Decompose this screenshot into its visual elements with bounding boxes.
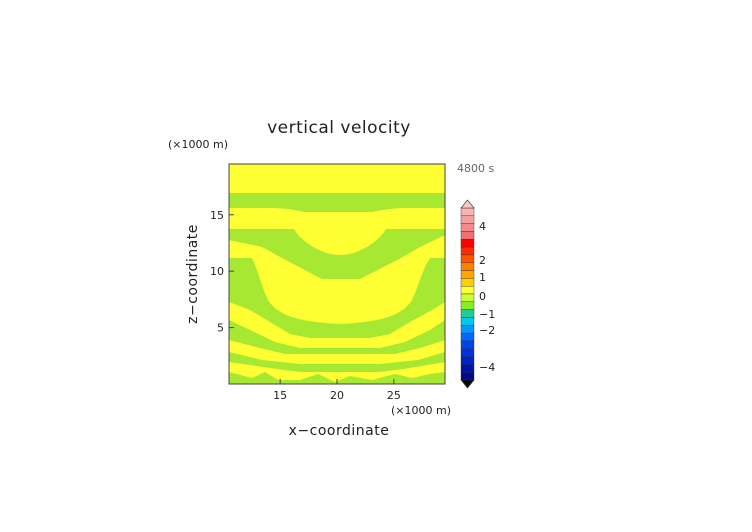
chart-title: vertical velocity: [267, 118, 411, 138]
y-tick-label: 10: [210, 265, 224, 278]
colorbar-segment: [460, 325, 475, 334]
colorbar-label: 0: [479, 290, 486, 303]
contour-band-base: [229, 372, 445, 384]
colorbar-label: 1: [479, 271, 486, 284]
x-axis: 15 20 25: [273, 379, 401, 402]
contour-band-middle: [229, 258, 445, 338]
colorbar-segment: [460, 246, 475, 256]
colorbar-segment: [460, 254, 475, 263]
y-axis-title: z−coordinate: [185, 224, 201, 324]
time-label: 4800 s: [457, 162, 494, 175]
colorbar-segment: [460, 317, 475, 326]
contour-band-upper: [229, 229, 445, 279]
contour-band-inner: [292, 298, 388, 317]
colorbar: 4 2 1 0 −1 −2 −4: [460, 199, 495, 389]
colorbar-segment: [460, 301, 475, 310]
x-tick-label: 25: [387, 389, 401, 402]
colorbar-segment: [460, 356, 475, 365]
colorbar-label: −2: [479, 324, 495, 337]
colorbar-segment: [460, 340, 475, 349]
colorbar-segment: [460, 270, 475, 279]
colorbar-label: 2: [479, 254, 486, 267]
colorbar-label: 4: [479, 220, 486, 233]
plot-area: [228, 163, 446, 385]
colorbar-segment: [460, 215, 475, 224]
colorbar-segment: [460, 207, 475, 217]
colorbar-segment: [460, 371, 475, 381]
colorbar-segment: [460, 278, 475, 287]
colorbar-segment: [460, 364, 475, 373]
colorbar-segment: [460, 262, 475, 271]
colorbar-label: −4: [479, 361, 495, 374]
x-axis-title: x−coordinate: [289, 423, 390, 439]
colorbar-segment: [460, 293, 475, 303]
colorbar-segment: [460, 309, 475, 318]
colorbar-segment: [460, 239, 475, 248]
x-unit-label: (×1000 m): [391, 404, 451, 417]
contour-band-top: [229, 193, 445, 212]
colorbar-segment: [460, 285, 475, 295]
y-tick-label: 15: [210, 209, 224, 222]
colorbar-segment: [460, 223, 475, 232]
y-unit-label: (×1000 m): [168, 138, 228, 151]
x-tick-label: 15: [273, 389, 287, 402]
colorbar-segment: [460, 231, 475, 240]
x-tick-label: 20: [330, 389, 344, 402]
colorbar-segment: [460, 348, 475, 357]
colorbar-label: −1: [479, 308, 495, 321]
contour-band-lower: [229, 320, 445, 354]
colorbar-top-arrow: [460, 199, 475, 209]
y-tick-label: 5: [217, 322, 224, 335]
colorbar-segment: [460, 332, 475, 342]
y-axis: 5 10 15: [210, 209, 234, 335]
contour-band-bottom: [229, 352, 445, 372]
colorbar-bottom-arrow: [460, 379, 475, 389]
